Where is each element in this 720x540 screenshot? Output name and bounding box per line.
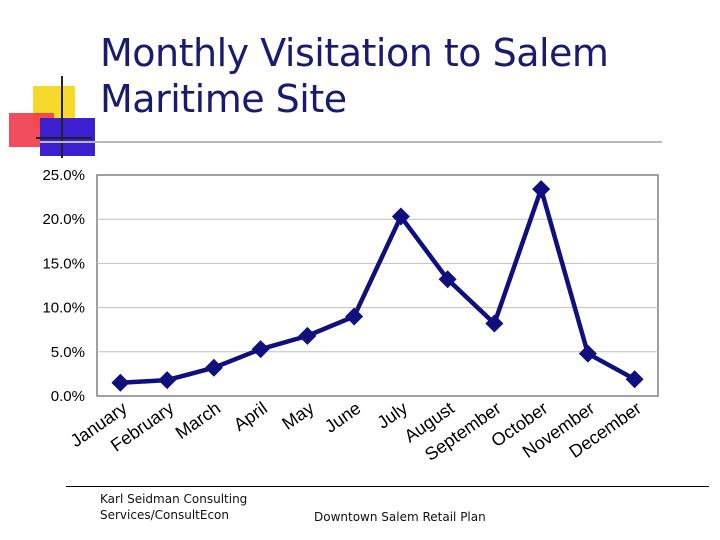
plot-area: [96, 174, 659, 397]
decoration-vertical-line: [61, 76, 63, 158]
data-point-marker: [298, 326, 317, 345]
data-point-marker: [438, 270, 457, 289]
data-point-marker: [345, 307, 364, 326]
decoration-horizontal-line: [36, 137, 92, 139]
data-point-marker: [391, 207, 410, 226]
data-point-marker: [625, 370, 644, 389]
series-group: [111, 180, 644, 392]
x-tick-label: May: [278, 398, 317, 434]
title-divider: [40, 141, 662, 143]
y-tick-label: 5.0%: [51, 344, 85, 361]
data-point-marker: [251, 340, 270, 359]
data-point-marker: [578, 344, 597, 363]
footer-credit-line-2: Services/ConsultEcon: [100, 508, 229, 522]
slide-title-line-1: Monthly Visitation to Salem: [100, 31, 609, 75]
slide-title: Monthly Visitation to Salem Maritime Sit…: [100, 30, 700, 122]
y-tick-label: 0.0%: [51, 388, 85, 405]
x-tick-label: March: [172, 398, 224, 443]
footer-divider: [66, 486, 709, 487]
footer-credit-line-1: Karl Seidman Consulting: [100, 492, 248, 506]
y-axis-tick-labels: 0.0% 5.0% 10.0% 15.0% 20.0% 25.0%: [42, 167, 85, 405]
y-tick-label: 15.0%: [42, 255, 85, 272]
y-tick-label: 20.0%: [42, 211, 85, 228]
y-tick-label: 25.0%: [42, 167, 85, 184]
series-line: [120, 186, 636, 385]
data-point-marker: [485, 314, 504, 333]
x-tick-label: April: [230, 398, 271, 435]
data-point-marker: [532, 180, 551, 199]
footer-plan-name: Downtown Salem Retail Plan: [314, 510, 486, 524]
x-tick-label: June: [321, 398, 364, 437]
slide-title-line-2: Maritime Site: [100, 77, 347, 121]
data-point-marker: [111, 373, 130, 392]
data-point-marker: [158, 371, 177, 390]
data-point-marker: [204, 358, 223, 377]
footer-credit: Karl Seidman Consulting Services/Consult…: [100, 491, 247, 523]
y-tick-label: 10.0%: [42, 300, 85, 317]
